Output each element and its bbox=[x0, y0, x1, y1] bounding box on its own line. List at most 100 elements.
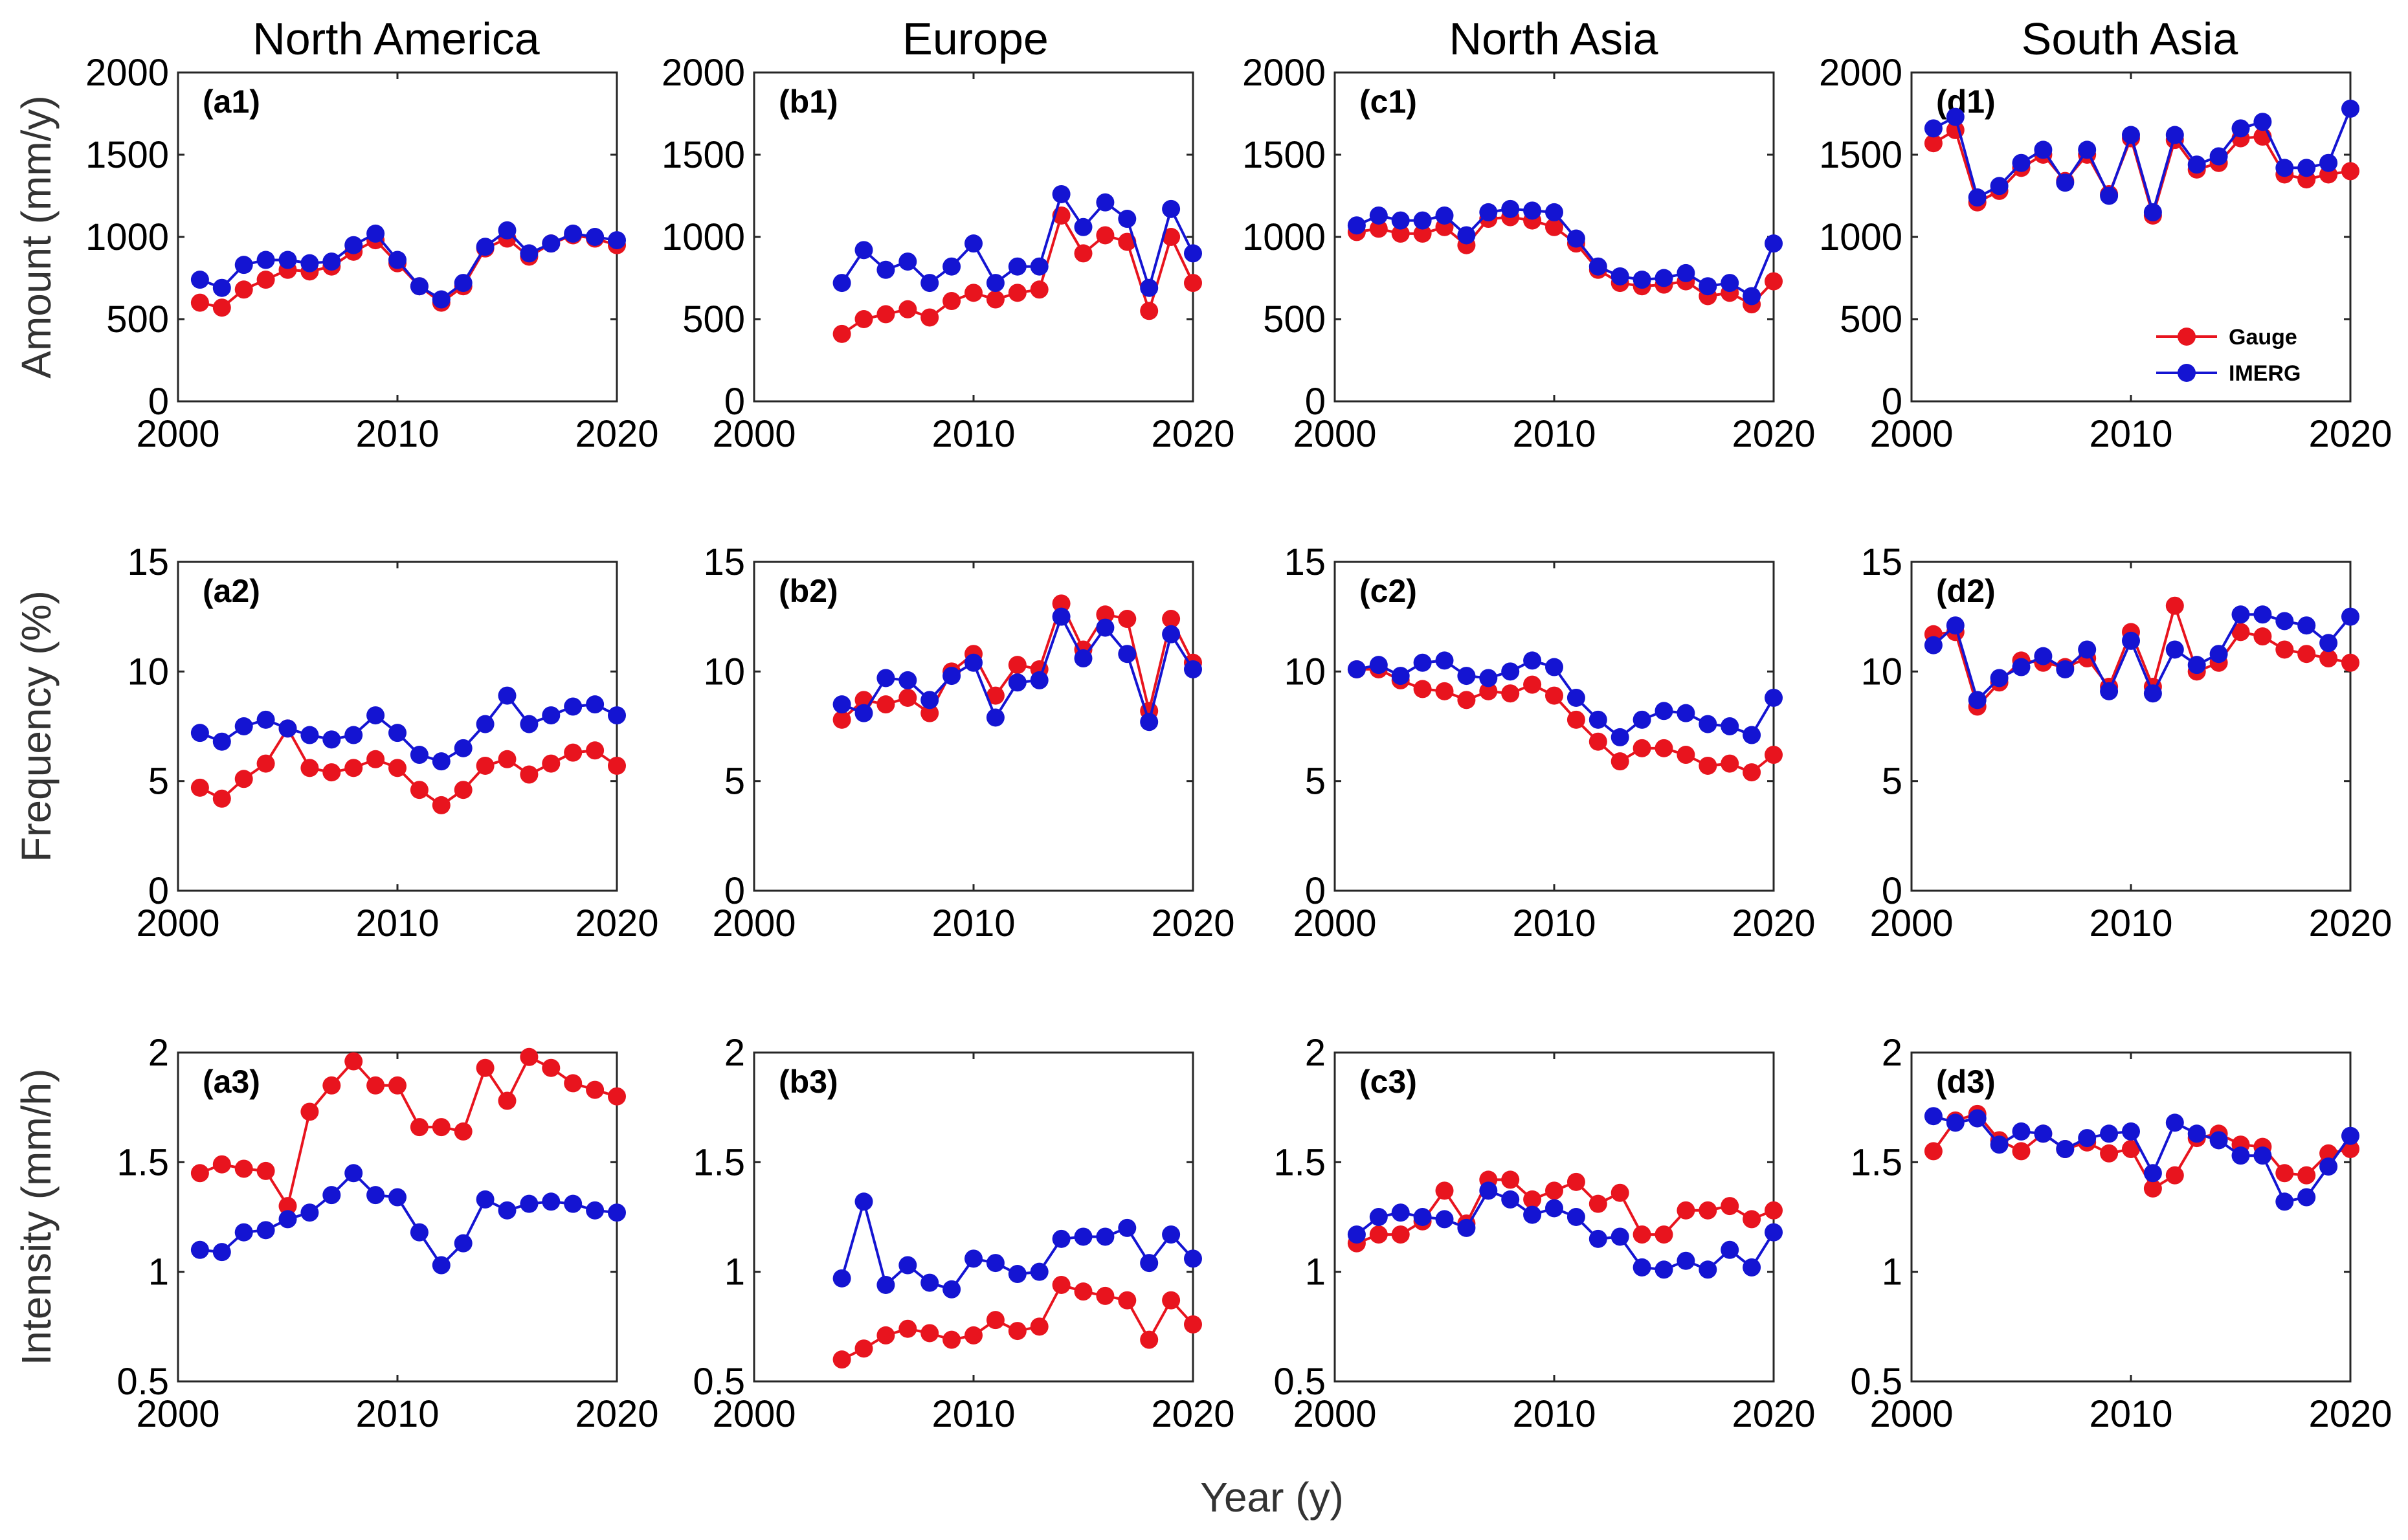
point-imerg-d1-2013 bbox=[2187, 155, 2206, 174]
y-tick-label: 5 bbox=[1305, 761, 1326, 803]
point-imerg-a3-2001 bbox=[190, 1240, 209, 1259]
point-imerg-a3-2017 bbox=[542, 1192, 561, 1211]
point-imerg-c1-2019 bbox=[1743, 287, 1761, 306]
x-tick-label: 2010 bbox=[355, 902, 439, 944]
series-line-gauge-a3 bbox=[199, 1055, 618, 1208]
point-imerg-d1-2008 bbox=[2078, 140, 2097, 159]
y-tick-label: 0 bbox=[1305, 870, 1326, 912]
point-imerg-a3-2011 bbox=[410, 1223, 429, 1242]
point-gauge-a3-2013 bbox=[454, 1122, 473, 1141]
point-imerg-a1-2001 bbox=[190, 271, 209, 289]
point-gauge-d3-2020 bbox=[2341, 1140, 2359, 1159]
point-imerg-d1-2010 bbox=[2122, 126, 2140, 144]
point-imerg-c1-2005 bbox=[1435, 206, 1454, 225]
point-imerg-b1-2014 bbox=[1052, 184, 1071, 203]
point-gauge-b1-2011 bbox=[986, 290, 1005, 309]
x-tick-label: 2020 bbox=[575, 1393, 658, 1435]
point-imerg-d2-2017 bbox=[2275, 612, 2294, 631]
y-tick-label: 5 bbox=[148, 761, 169, 803]
point-imerg-a1-2016 bbox=[520, 244, 539, 263]
point-gauge-a3-2002 bbox=[212, 1155, 231, 1174]
point-imerg-b2-2009 bbox=[942, 667, 961, 686]
point-imerg-d1-2006 bbox=[2034, 140, 2053, 159]
x-tick-label: 2010 bbox=[2089, 413, 2172, 455]
point-gauge-a2-2009 bbox=[366, 750, 385, 768]
point-imerg-c2-2020 bbox=[1765, 688, 1783, 707]
point-imerg-b1-2019 bbox=[1162, 199, 1181, 218]
point-imerg-b3-2010 bbox=[964, 1249, 983, 1268]
y-tick-label: 1 bbox=[1882, 1251, 1902, 1293]
point-gauge-b2-2017 bbox=[1118, 610, 1137, 629]
point-gauge-a2-2002 bbox=[212, 789, 231, 808]
point-imerg-b2-2013 bbox=[1030, 671, 1049, 689]
y-tick-label: 500 bbox=[682, 298, 745, 340]
x-tick-label: 2010 bbox=[2089, 902, 2172, 944]
y-tick-label: 5 bbox=[724, 761, 745, 803]
point-gauge-a2-2016 bbox=[520, 765, 539, 784]
point-imerg-b1-2007 bbox=[898, 252, 917, 271]
y-axis-label-row-2: Frequency (%) bbox=[13, 590, 60, 862]
point-imerg-d3-2013 bbox=[2187, 1124, 2206, 1143]
point-imerg-b3-2016 bbox=[1096, 1227, 1115, 1246]
point-gauge-c2-2018 bbox=[1721, 754, 1739, 773]
point-imerg-c2-2007 bbox=[1479, 669, 1498, 687]
y-axis-label-row-3: Intensity (mm/h) bbox=[13, 1069, 60, 1366]
x-tick-label: 2010 bbox=[931, 1393, 1015, 1435]
panel-label-d1: (d1) bbox=[1936, 84, 1996, 120]
point-imerg-a2-2020 bbox=[608, 706, 626, 725]
x-tick-label: 2010 bbox=[1512, 1393, 1596, 1435]
point-imerg-c1-2007 bbox=[1479, 203, 1498, 221]
point-imerg-b3-2005 bbox=[854, 1192, 873, 1211]
y-tick-label: 0 bbox=[1882, 870, 1902, 912]
point-imerg-a3-2006 bbox=[300, 1203, 319, 1222]
point-imerg-c1-2004 bbox=[1413, 211, 1432, 230]
point-imerg-d1-2005 bbox=[2012, 153, 2031, 172]
x-tick-label: 2000 bbox=[1869, 1393, 1953, 1435]
panel-d1: 2000 2010 2020 0 500 1000 1500 2000 (d1) Gauge IME… bbox=[1819, 52, 2392, 455]
point-imerg-a3-2010 bbox=[388, 1188, 407, 1207]
point-gauge-c2-2009 bbox=[1523, 675, 1542, 694]
point-imerg-b2-2008 bbox=[920, 691, 939, 709]
point-gauge-b1-2019 bbox=[1162, 228, 1181, 246]
panel-b2: 2000 2010 2020 0 5 10 15 (b2) bbox=[703, 541, 1234, 944]
point-imerg-c3-2006 bbox=[1457, 1218, 1476, 1237]
point-imerg-c3-2015 bbox=[1655, 1260, 1673, 1279]
point-imerg-a2-2001 bbox=[190, 724, 209, 742]
point-gauge-c3-2002 bbox=[1369, 1225, 1388, 1244]
point-gauge-c2-2005 bbox=[1435, 682, 1454, 700]
legend-marker-imerg bbox=[2178, 364, 2196, 382]
point-imerg-a1-2009 bbox=[366, 224, 385, 243]
panel-a3: 2000 2010 2020 0.5 1 1.5 2 (a3) Intensity (mm/h) bbox=[13, 1032, 659, 1435]
x-axis-label: Year (y) bbox=[1200, 1474, 1344, 1521]
point-imerg-a1-2011 bbox=[410, 277, 429, 296]
point-imerg-c3-2011 bbox=[1566, 1208, 1585, 1226]
point-gauge-c2-2012 bbox=[1589, 732, 1607, 751]
point-imerg-a1-2005 bbox=[278, 251, 297, 269]
point-imerg-b2-2010 bbox=[964, 653, 983, 672]
point-imerg-b3-2019 bbox=[1162, 1225, 1181, 1244]
point-imerg-b3-2020 bbox=[1184, 1249, 1202, 1268]
point-gauge-a3-2009 bbox=[366, 1076, 385, 1095]
point-gauge-d2-2020 bbox=[2341, 653, 2359, 672]
point-imerg-d2-2003 bbox=[1968, 691, 1987, 709]
series-line-imerg-a3 bbox=[199, 1172, 618, 1267]
point-gauge-b1-2016 bbox=[1096, 226, 1115, 245]
point-gauge-a3-2017 bbox=[542, 1058, 561, 1077]
panel-label-b2: (b2) bbox=[779, 573, 838, 609]
point-gauge-d3-2017 bbox=[2275, 1164, 2294, 1183]
point-gauge-c3-2019 bbox=[1743, 1210, 1761, 1229]
point-gauge-c3-2018 bbox=[1721, 1197, 1739, 1216]
point-imerg-c2-2015 bbox=[1655, 702, 1673, 720]
x-tick-label: 2000 bbox=[136, 413, 219, 455]
point-imerg-d1-2003 bbox=[1968, 188, 1987, 207]
point-imerg-d2-2007 bbox=[2056, 660, 2075, 678]
y-tick-label: 1500 bbox=[1242, 134, 1326, 176]
point-imerg-a1-2006 bbox=[300, 254, 319, 273]
point-imerg-b2-2017 bbox=[1118, 645, 1137, 664]
point-imerg-a3-2008 bbox=[344, 1164, 363, 1183]
point-imerg-c2-2013 bbox=[1611, 728, 1629, 746]
point-imerg-d3-2016 bbox=[2253, 1146, 2272, 1165]
panel-label-b1: (b1) bbox=[779, 84, 838, 120]
point-gauge-b1-2009 bbox=[942, 292, 961, 311]
point-imerg-a2-2008 bbox=[344, 726, 363, 744]
